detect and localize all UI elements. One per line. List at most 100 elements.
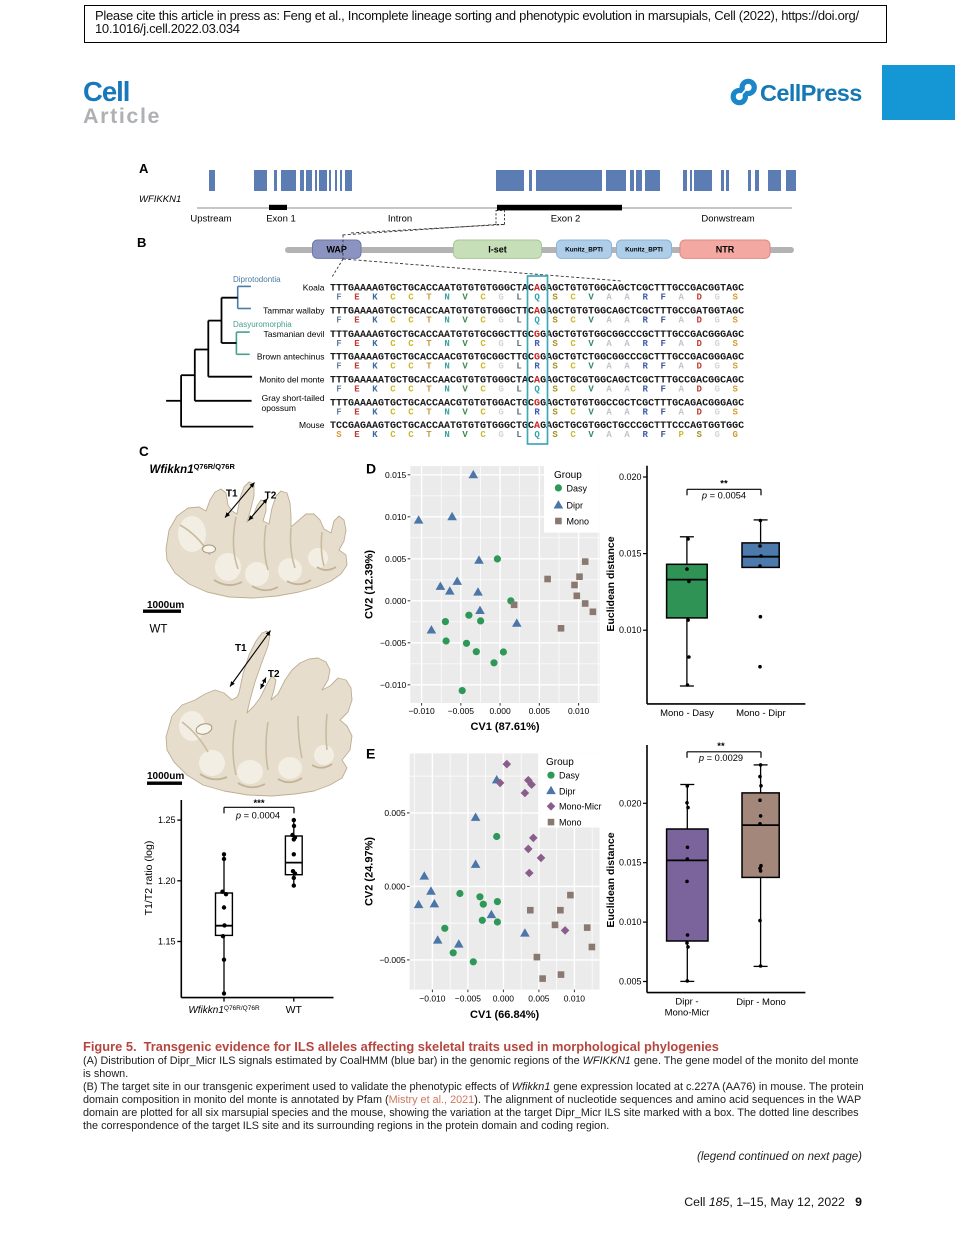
svg-text:Group: Group	[546, 757, 574, 768]
svg-text:0.000: 0.000	[385, 596, 407, 606]
svg-text:Dasy: Dasy	[559, 771, 580, 781]
svg-text:Dasyuromorphia: Dasyuromorphia	[233, 320, 292, 329]
svg-text:p = 0.0004: p = 0.0004	[235, 811, 280, 821]
svg-text:Dipr: Dipr	[567, 501, 584, 511]
svg-text:Exon 2: Exon 2	[551, 214, 581, 225]
svg-text:CV2 (12.39%): CV2 (12.39%)	[364, 550, 376, 619]
svg-text:0.010: 0.010	[564, 994, 586, 1004]
svg-text:Dipr: Dipr	[559, 786, 576, 796]
svg-text:WT: WT	[286, 1004, 303, 1016]
svg-text:Mono - Dasy: Mono - Dasy	[660, 708, 714, 719]
svg-text:T1: T1	[226, 489, 238, 500]
svg-text:Group: Group	[554, 470, 582, 481]
svg-text:Intron: Intron	[388, 214, 412, 225]
svg-text:Mono: Mono	[567, 516, 590, 526]
svg-text:Dipr - Mono: Dipr - Mono	[736, 997, 786, 1008]
svg-text:NTR: NTR	[716, 245, 735, 255]
svg-text:Mono: Mono	[559, 818, 582, 828]
svg-text:0.020: 0.020	[619, 798, 642, 808]
svg-text:Mouse: Mouse	[299, 420, 325, 430]
svg-text:0.005: 0.005	[384, 808, 406, 818]
svg-text:0.020: 0.020	[619, 472, 642, 482]
svg-text:CV1 (87.61%): CV1 (87.61%)	[470, 721, 539, 733]
svg-text:Upstream: Upstream	[190, 214, 231, 225]
svg-text:0.010: 0.010	[619, 917, 642, 927]
svg-text:Wfikkn1Q76R/Q76R: Wfikkn1Q76R/Q76R	[188, 1005, 260, 1016]
svg-text:WFIKKN1: WFIKKN1	[139, 194, 181, 205]
svg-text:Donwstream: Donwstream	[701, 214, 754, 225]
svg-text:0.000: 0.000	[489, 706, 511, 716]
svg-text:Mono-Micr: Mono-Micr	[559, 802, 602, 812]
svg-text:−0.010: −0.010	[380, 680, 407, 690]
svg-text:0.015: 0.015	[385, 470, 407, 480]
svg-text:Dasy: Dasy	[567, 483, 588, 493]
svg-text:0.005: 0.005	[528, 994, 550, 1004]
svg-text:Brown antechinus: Brown antechinus	[257, 352, 325, 362]
svg-text:−0.005: −0.005	[380, 638, 407, 648]
svg-text:−0.005: −0.005	[448, 706, 475, 716]
svg-text:Mono-Micr: Mono-Micr	[665, 1008, 710, 1019]
svg-text:1.25: 1.25	[158, 815, 176, 825]
svg-text:−0.010: −0.010	[419, 994, 446, 1004]
svg-text:I-set: I-set	[488, 245, 507, 255]
svg-text:T1/T2 ratio (log): T1/T2 ratio (log)	[143, 841, 155, 916]
svg-text:−0.005: −0.005	[455, 994, 482, 1004]
svg-text:Wfikkn1Q76R/Q76R: Wfikkn1Q76R/Q76R	[150, 462, 236, 476]
svg-text:1000um: 1000um	[147, 600, 184, 611]
svg-text:0.010: 0.010	[385, 512, 407, 522]
svg-text:T2: T2	[265, 491, 277, 502]
svg-text:0.015: 0.015	[619, 549, 642, 559]
svg-text:−0.005: −0.005	[379, 955, 406, 965]
svg-text:***: ***	[253, 798, 264, 809]
svg-text:E: E	[366, 746, 375, 762]
svg-text:T1: T1	[235, 643, 247, 654]
svg-text:TCCGAGAAGTGCTGCACCAATGTGTGTGGG: TCCGAGAAGTGCTGCACCAATGTGTGTGGGCTGCAGAGCT…	[330, 421, 744, 432]
svg-text:0.005: 0.005	[619, 977, 642, 987]
svg-text:TTTGAAAAGTGCTGCACCAACGTGTGTGGA: TTTGAAAAGTGCTGCACCAACGTGTGTGGACTGCGGAGCT…	[330, 399, 744, 410]
svg-text:Exon 1: Exon 1	[266, 214, 296, 225]
svg-text:Gray short-tailed: Gray short-tailed	[262, 393, 325, 403]
svg-text:Mono - Dipr: Mono - Dipr	[736, 708, 786, 719]
svg-text:Diprotodontia: Diprotodontia	[233, 275, 281, 284]
svg-text:TTTGAAAAGTGCTGCACCAATGTGTGCGGC: TTTGAAAAGTGCTGCACCAATGTGTGCGGCTTGCGGAGCT…	[330, 330, 744, 341]
svg-text:0.000: 0.000	[384, 881, 406, 891]
svg-text:WAP: WAP	[326, 245, 347, 255]
svg-text:WT: WT	[150, 624, 168, 636]
svg-text:**: **	[720, 479, 728, 490]
svg-text:T2: T2	[268, 669, 280, 680]
svg-text:−0.010: −0.010	[408, 706, 435, 716]
svg-text:Koala: Koala	[303, 283, 325, 293]
svg-text:TTTGAAAAGTGCTGCACCAACGTGTGCGGC: TTTGAAAAGTGCTGCACCAACGTGTGCGGCTTGCGGAGCT…	[330, 353, 744, 364]
svg-text:0.010: 0.010	[619, 625, 642, 635]
svg-text:Monito del monte: Monito del monte	[259, 375, 324, 385]
svg-text:D: D	[366, 461, 376, 477]
svg-text:**: **	[717, 741, 725, 752]
svg-text:opossum: opossum	[262, 403, 297, 413]
svg-text:Euclidean distance: Euclidean distance	[605, 536, 617, 631]
svg-text:Kunitz_BPTI: Kunitz_BPTI	[625, 247, 663, 254]
svg-text:A: A	[139, 161, 149, 176]
svg-text:1.20: 1.20	[158, 876, 176, 886]
svg-text:CV2 (24.97%): CV2 (24.97%)	[364, 837, 376, 906]
svg-text:Euclidean distance: Euclidean distance	[605, 832, 617, 927]
svg-text:Tammar wallaby: Tammar wallaby	[263, 306, 325, 316]
svg-text:C: C	[139, 444, 149, 459]
svg-text:Tasmanian devil: Tasmanian devil	[264, 329, 325, 339]
svg-text:TTTGAAAAGTGCTGCACCAATGTGTGTGGG: TTTGAAAAGTGCTGCACCAATGTGTGTGGGCTTCAGAGCT…	[330, 307, 744, 318]
svg-text:Dipr -: Dipr -	[675, 997, 698, 1008]
svg-text:B: B	[137, 235, 146, 250]
svg-text:0.010: 0.010	[568, 706, 590, 716]
svg-text:TTTGAAAAGTGCTGCACCAATGTGTGTGGG: TTTGAAAAGTGCTGCACCAATGTGTGTGGGCTACAGAGCT…	[330, 284, 744, 295]
svg-text:1.15: 1.15	[158, 937, 176, 947]
svg-text:TTTGAAAAATGCTGCACCAACGTGTGTGGG: TTTGAAAAATGCTGCACCAACGTGTGTGGGCTACAGAGCT…	[330, 376, 744, 387]
svg-text:Kunitz_BPTI: Kunitz_BPTI	[565, 247, 603, 254]
svg-text:0.005: 0.005	[385, 554, 407, 564]
svg-text:p = 0.0054: p = 0.0054	[701, 491, 746, 501]
